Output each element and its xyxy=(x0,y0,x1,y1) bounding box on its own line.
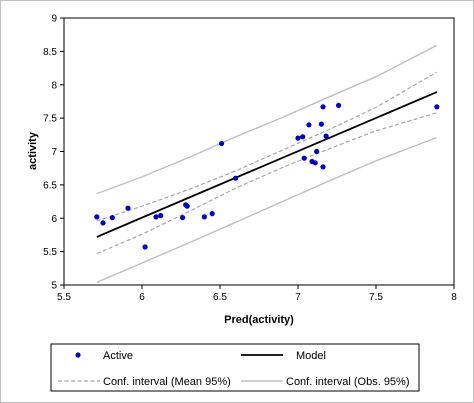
data-point xyxy=(318,121,324,127)
data-point xyxy=(94,214,100,220)
model-line xyxy=(96,91,438,238)
legend-marker-active xyxy=(75,352,81,358)
data-point xyxy=(158,213,164,219)
obs-interval-band xyxy=(96,44,438,283)
x-tick-label: 5.5 xyxy=(57,292,71,303)
data-point xyxy=(320,104,326,110)
x-tick-label: 7.5 xyxy=(369,292,383,303)
obs-interval-lower xyxy=(96,136,438,283)
y-tick-label: 9 xyxy=(51,14,57,25)
legend-item-active: Active xyxy=(75,350,133,362)
data-point xyxy=(125,205,131,211)
legend-item-model: Model xyxy=(241,350,326,362)
data-point xyxy=(180,215,186,221)
x-axis-ticks: 5.5 6 6.5 7 7.5 8 xyxy=(57,285,457,303)
data-point xyxy=(100,220,106,226)
y-tick-label: 6.5 xyxy=(43,180,57,191)
y-tick-label: 8.5 xyxy=(43,47,57,58)
model-line-group xyxy=(96,91,438,238)
data-point xyxy=(233,175,239,181)
x-tick-label: 6 xyxy=(139,292,145,303)
y-tick-label: 5.5 xyxy=(43,247,57,258)
data-point xyxy=(109,215,115,221)
data-point xyxy=(142,244,148,250)
legend-label-model: Model xyxy=(296,350,326,362)
x-tick-label: 6.5 xyxy=(213,292,227,303)
legend-label-mean-interval: Conf. interval (Mean 95%) xyxy=(103,376,231,388)
legend-label-active: Active xyxy=(103,350,133,362)
data-point xyxy=(312,160,318,166)
data-point xyxy=(434,104,440,110)
legend-item-mean-interval: Conf. interval (Mean 95%) xyxy=(58,376,231,388)
data-point xyxy=(201,214,207,220)
x-axis-label: Pred(activity) xyxy=(224,314,294,326)
obs-interval-upper xyxy=(96,44,438,195)
y-tick-label: 7 xyxy=(51,147,57,158)
data-point xyxy=(314,148,320,155)
y-axis-ticks: 5 5.5 6 6.5 7 7.5 8 8.5 9 xyxy=(43,14,64,292)
y-tick-label: 7.5 xyxy=(43,114,57,125)
data-point xyxy=(323,133,329,139)
mean-interval-band xyxy=(96,71,438,255)
legend-label-obs-interval: Conf. interval (Obs. 95%) xyxy=(286,376,410,388)
legend-item-obs-interval: Conf. interval (Obs. 95%) xyxy=(241,376,410,388)
mean-interval-upper xyxy=(96,71,438,222)
mean-interval-lower xyxy=(96,112,437,255)
data-point xyxy=(153,214,159,220)
y-axis-label: activity xyxy=(27,131,39,170)
y-tick-label: 5 xyxy=(51,281,57,292)
data-point xyxy=(306,122,312,128)
data-points xyxy=(94,102,440,250)
data-point xyxy=(219,140,225,147)
y-tick-label: 8 xyxy=(51,80,57,91)
x-tick-label: 7 xyxy=(295,292,301,303)
y-tick-label: 6 xyxy=(51,214,57,225)
legend-box xyxy=(50,343,420,392)
data-point xyxy=(184,203,190,209)
data-point xyxy=(209,211,215,217)
data-point xyxy=(301,155,307,161)
data-point xyxy=(320,164,326,170)
x-tick-label: 8 xyxy=(451,292,457,303)
data-point xyxy=(295,135,301,141)
plot-area xyxy=(63,17,455,286)
data-point xyxy=(300,134,306,140)
data-point xyxy=(336,102,342,108)
